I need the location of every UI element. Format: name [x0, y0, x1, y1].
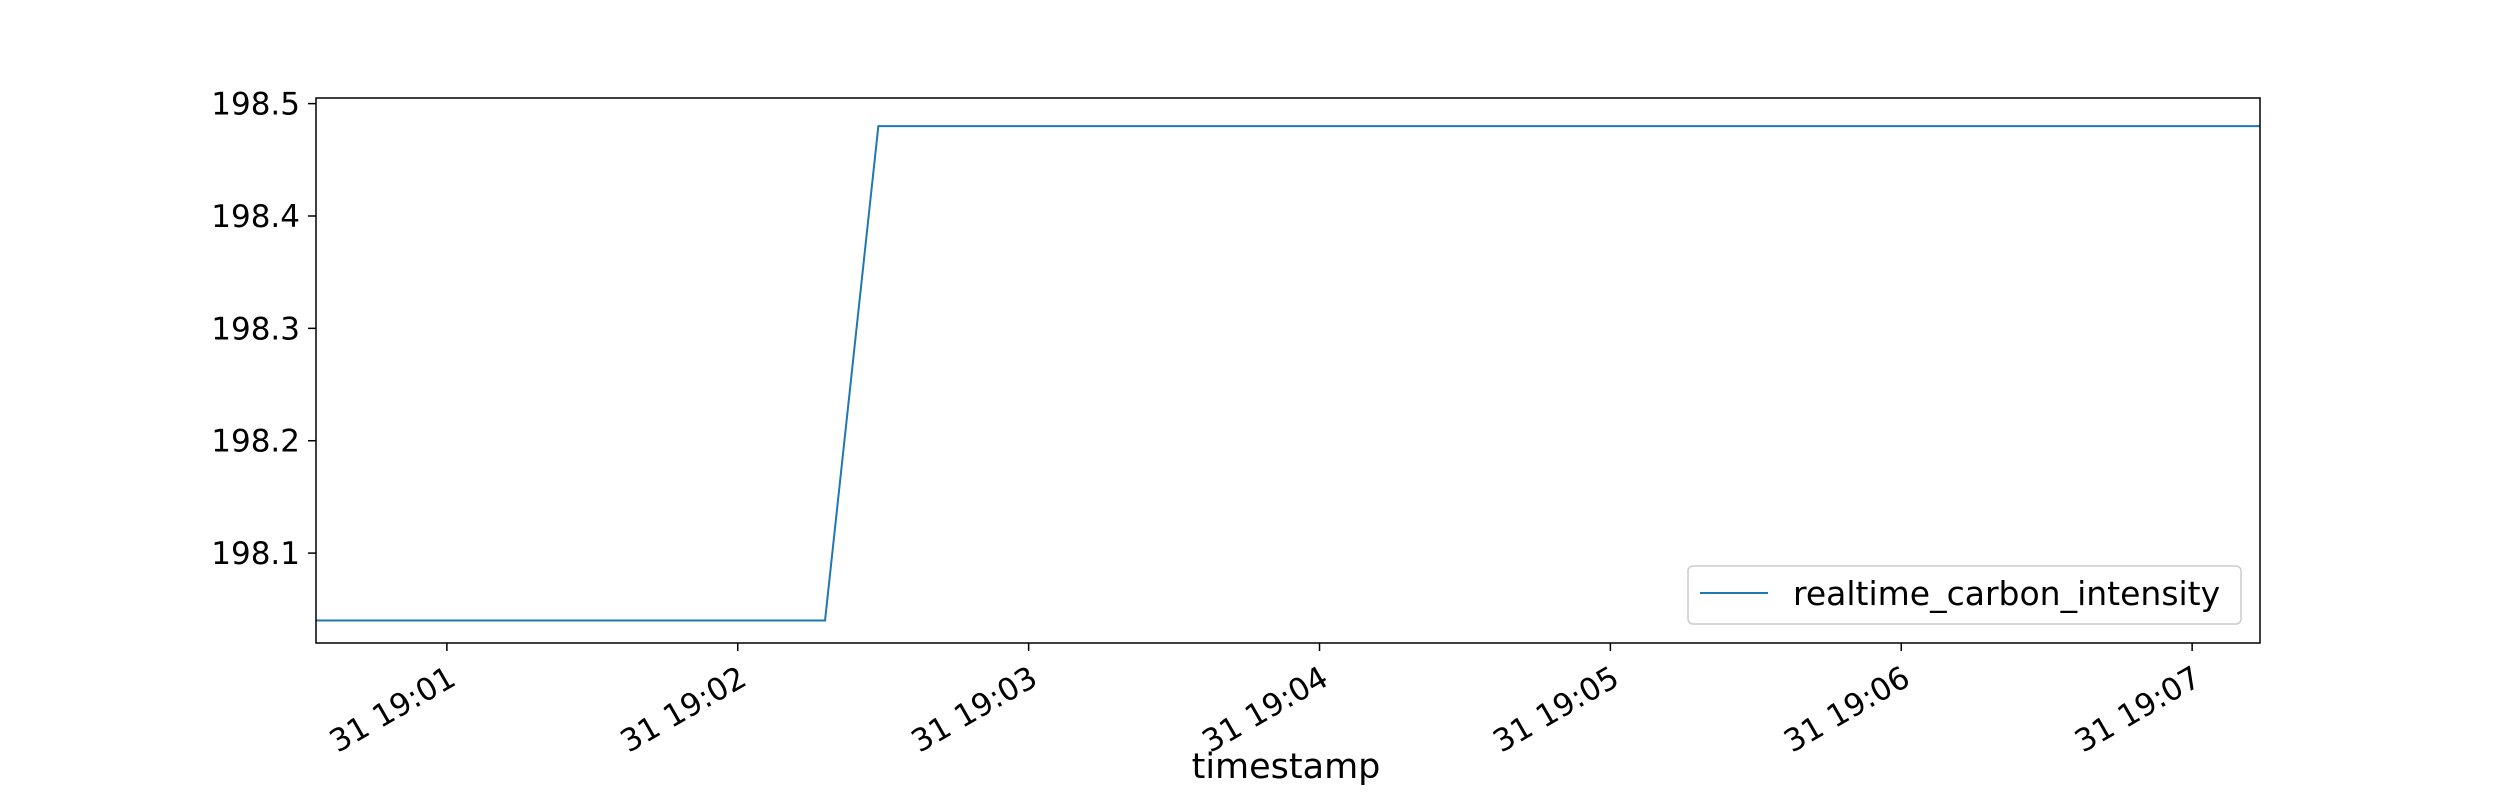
x-tick-label: 31 19:04	[1196, 660, 1334, 760]
y-axis: 198.1 198.2 198.3 198.4 198.5	[211, 87, 316, 572]
y-tick-label: 198.1	[211, 536, 300, 572]
x-tick-label: 31 19:05	[1487, 660, 1625, 760]
legend-box	[1687, 565, 2242, 625]
y-tick-label: 198.5	[211, 87, 300, 123]
x-axis-label: timestamp	[1192, 747, 1381, 787]
x-tick-label: 31 19:03	[905, 660, 1043, 760]
x-tick-label: 31 19:06	[1778, 660, 1916, 760]
y-tick-label: 198.3	[211, 311, 300, 347]
y-tick-label: 198.4	[211, 199, 300, 235]
x-axis: 31 19:01 31 19:02 31 19:03 31 19:04 31 19:05…	[324, 643, 2207, 760]
y-tick-label: 198.2	[211, 424, 300, 460]
legend: realtime_carbon_intensity	[1687, 565, 2242, 625]
x-tick-label: 31 19:07	[2069, 660, 2207, 760]
plot-series	[316, 125, 2260, 622]
legend-label: realtime_carbon_intensity	[1793, 574, 2220, 613]
series-line-realtime_carbon_intensity	[316, 125, 2260, 622]
plot-area-frame	[315, 97, 2261, 644]
x-tick-label: 31 19:02	[615, 660, 753, 760]
x-tick-label: 31 19:01	[324, 660, 462, 760]
